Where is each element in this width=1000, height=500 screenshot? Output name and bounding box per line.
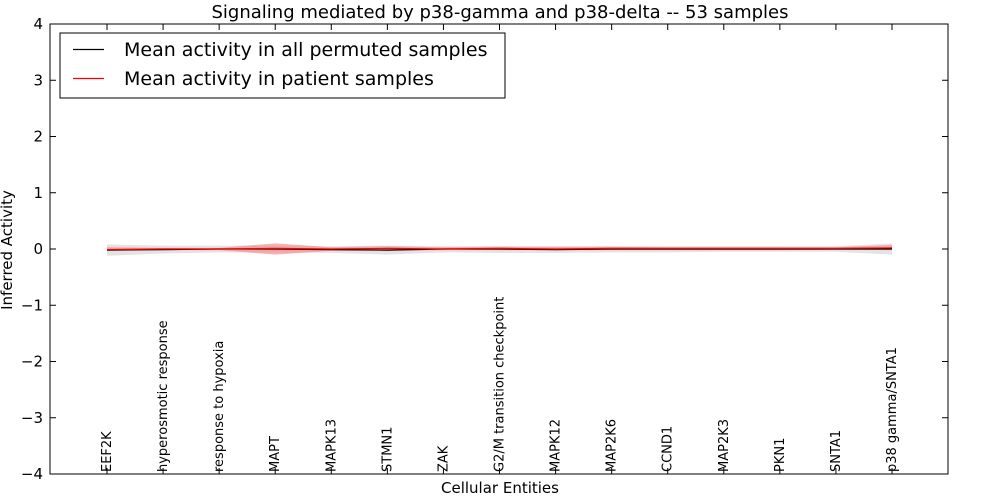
y-tick-label: 2 (33, 128, 43, 146)
category-label: G2/M transition checkpoint (493, 297, 508, 472)
category-label: ZAK (436, 445, 451, 472)
category-label: EEF2K (100, 431, 115, 472)
category-label: p38 gamma/SNTA1 (885, 347, 900, 472)
category-label: SNTA1 (829, 430, 844, 472)
category-label: response to hypoxia (212, 341, 227, 472)
y-tick-label: −1 (21, 296, 43, 314)
chart-title: Signaling mediated by p38-gamma and p38-… (212, 2, 789, 23)
y-tick-label: 4 (33, 15, 43, 33)
y-tick-label: −3 (21, 409, 43, 427)
y-tick-label: 3 (33, 71, 43, 89)
y-tick-label: 1 (33, 184, 43, 202)
legend-label-patient: Mean activity in patient samples (124, 68, 434, 90)
category-label: MAP2K3 (717, 419, 732, 472)
category-label: CCND1 (661, 426, 676, 472)
category-label: MAPK13 (324, 419, 339, 472)
category-labels: EEF2K hyperosmotic response response to hy… (100, 24, 900, 474)
legend-label-permuted: Mean activity in all permuted samples (124, 39, 487, 61)
category-label: MAPK12 (549, 419, 564, 472)
line-series-1 (106, 247, 893, 251)
series-lines (106, 247, 893, 251)
legend-box (59, 32, 506, 99)
y-tick-label: −4 (21, 465, 43, 483)
legend: Mean activity in all permuted samples Me… (59, 32, 506, 99)
category-label: MAP2K6 (605, 419, 620, 472)
y-axis-label: Inferred Activity (0, 190, 16, 310)
category-label: MAPT (268, 436, 283, 472)
category-label: PKN1 (773, 438, 788, 472)
y-tick-label: −2 (21, 353, 43, 371)
x-axis-label: Cellular Entities (441, 479, 559, 497)
y-tick-label: 0 (33, 240, 43, 258)
y-axis-ticks: 4 3 2 1 0 −1 −2 −3 −4 (21, 15, 948, 483)
category-label: hyperosmotic response (156, 320, 171, 472)
category-label: STMN1 (380, 427, 395, 472)
